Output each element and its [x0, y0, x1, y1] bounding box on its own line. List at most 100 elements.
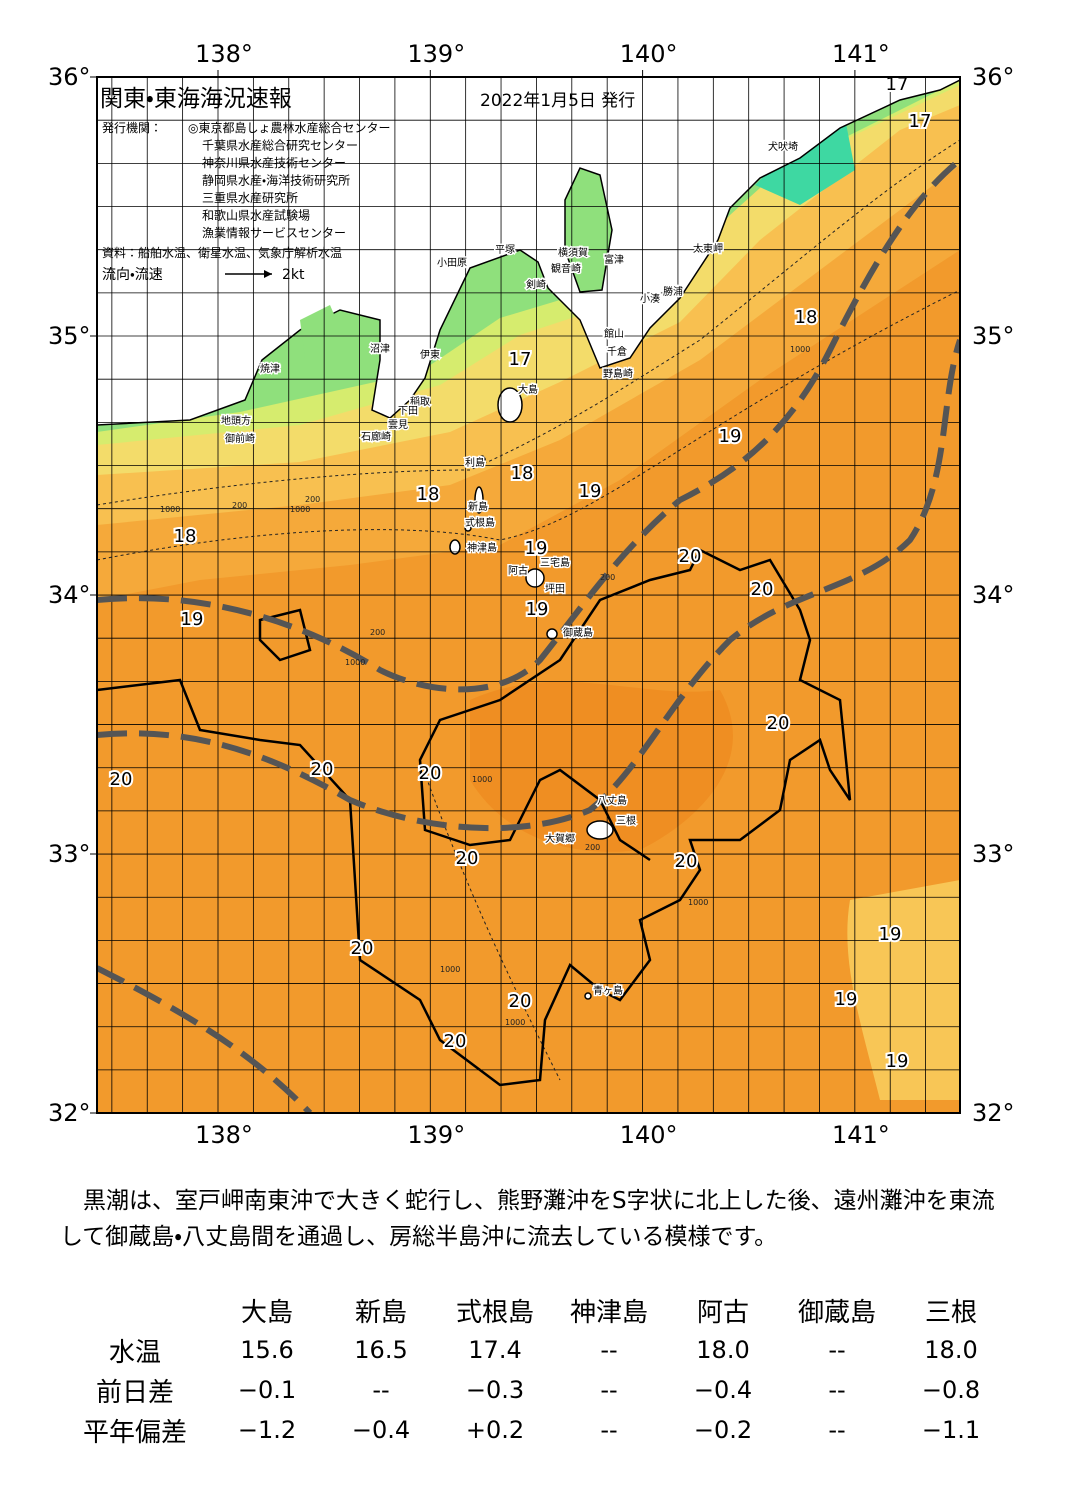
isotherm-label: 18 [511, 463, 534, 484]
agency: 千葉県水産総合研究センター [202, 138, 358, 153]
table-cell: +0.2 [465, 1416, 525, 1444]
table-cell: −0.4 [693, 1376, 753, 1404]
place-name: 千倉 [607, 346, 627, 358]
table-cell: 18.0 [924, 1336, 978, 1364]
place-name: 太東岬 [693, 242, 723, 255]
lon-tick-label: 140° [620, 40, 678, 68]
isotherm-label: 20 [767, 713, 790, 734]
place-name: 三宅島 [540, 556, 570, 569]
place-name: 横須賀 [558, 246, 588, 259]
place-name: 小湊 [640, 292, 660, 305]
isotherm-label: 20 [351, 938, 374, 959]
corner [60, 1290, 210, 1330]
table-cell: 18.0 [696, 1336, 750, 1364]
place-name: 石廊崎 [361, 430, 391, 443]
table-row: 前日差 −0.1 -- −0.3 -- −0.4 -- −0.8 [60, 1370, 1008, 1410]
place-name: 青ヶ島 [593, 984, 623, 997]
lon-tick-label: 138° [195, 1121, 253, 1149]
isotherm-label: 20 [444, 1031, 467, 1052]
place-name: 大賀郷 [545, 832, 575, 845]
place-name: 地頭方 [221, 414, 251, 427]
isotherm-label: 18 [795, 307, 818, 328]
agency: 静岡県水産・海洋技術研究所 [202, 173, 350, 188]
table-row: 平年偏差 −1.2 −0.4 +0.2 -- −0.2 -- −1.1 [60, 1410, 1008, 1450]
table-cell: −0.8 [921, 1376, 981, 1404]
column-header: 神津島 [569, 1297, 648, 1328]
header: 関東・東海海況速報 2022年1月5日 発行 発行機関： 資料：船舶水温、衛星水… [100, 86, 635, 283]
isotherm-label: 20 [751, 579, 774, 600]
place-name: 八丈島 [597, 794, 627, 807]
depth-label: 1000 [472, 775, 492, 784]
lat-tick-label: 34° [48, 581, 91, 609]
island [586, 820, 614, 840]
isotherm-label: 20 [311, 759, 334, 780]
lon-tick-label: 141° [832, 40, 890, 68]
table-cell: -- [600, 1336, 618, 1364]
column-header: 式根島 [455, 1297, 534, 1328]
isotherm-label: 19 [579, 481, 602, 502]
place-name: 神津島 [467, 541, 497, 554]
depth-label: 1000 [688, 898, 708, 907]
row-label: 水温 [108, 1337, 161, 1368]
island [449, 539, 461, 555]
depth-label: 1000 [160, 505, 180, 514]
depth-contour [97, 289, 960, 561]
kuroshio-line [97, 339, 960, 832]
issue-date: 2022年1月5日 発行 [480, 91, 635, 111]
table-cell: 17.4 [468, 1336, 522, 1364]
place-name: 三根 [616, 814, 636, 827]
grid [97, 77, 960, 1113]
isotherm-label: 19 [719, 426, 742, 447]
agency: 和歌山県水産試験場 [202, 208, 310, 223]
depth-label: 1000 [440, 965, 460, 974]
lon-tick-label: 138° [195, 40, 253, 68]
isotherm-20 [97, 548, 852, 1087]
lat-tick-label: 36° [48, 63, 91, 91]
place-name: 観音崎 [551, 262, 581, 275]
agency: ◎東京都島しょ農林水産総合センター [188, 120, 390, 135]
isotherm-label: 18 [417, 484, 440, 505]
lat-tick-label: 36° [972, 63, 1015, 91]
table-cell: 15.6 [240, 1336, 294, 1364]
depth-label: 1000 [345, 658, 365, 667]
table-row: 水温 15.6 16.5 17.4 -- 18.0 -- 18.0 [60, 1330, 1008, 1370]
island [478, 455, 486, 465]
agency-label: 発行機関： [102, 121, 162, 135]
kuroshio-line [97, 965, 313, 1113]
lat-tick-label: 33° [972, 840, 1015, 868]
depth-label: 200 [232, 501, 247, 510]
table-cell: -- [828, 1416, 846, 1444]
place-name: 式根島 [465, 516, 495, 529]
place-name: 勝浦 [663, 285, 683, 298]
sea-zone [755, 118, 855, 205]
current-arrowhead [264, 270, 272, 278]
place-name: 雲見 [388, 419, 408, 431]
title: 関東・東海海況速報 [100, 86, 292, 112]
place-name: 富津 [604, 253, 624, 266]
isotherm-label: 19 [879, 924, 902, 945]
island [584, 992, 592, 1000]
table-cell: −0.3 [465, 1376, 525, 1404]
suruga-bay [300, 305, 345, 380]
lat-tick-label: 32° [48, 1099, 91, 1127]
place-name: 沼津 [370, 342, 390, 355]
agency: 神奈川県水産技術センター [202, 155, 346, 170]
row-label: 平年偏差 [82, 1417, 187, 1448]
place-name: 犬吠埼 [768, 140, 798, 153]
isotherm-label: 18 [174, 526, 197, 547]
row-label: 前日差 [95, 1377, 174, 1408]
lat-tick-label: 33° [48, 840, 91, 868]
depth-label: 200 [600, 573, 615, 582]
source: 資料：船舶水温、衛星水温、気象庁解析水温 [102, 245, 342, 260]
column-header: 三根 [924, 1297, 977, 1328]
agency: 三重県水産研究所 [202, 191, 298, 205]
place-name: 平塚 [495, 244, 515, 256]
column-header: 大島 [240, 1297, 293, 1328]
agency: 漁業情報サービスセンター [202, 226, 346, 240]
isotherm-label: 17 [509, 349, 532, 370]
table-cell: -- [372, 1376, 390, 1404]
